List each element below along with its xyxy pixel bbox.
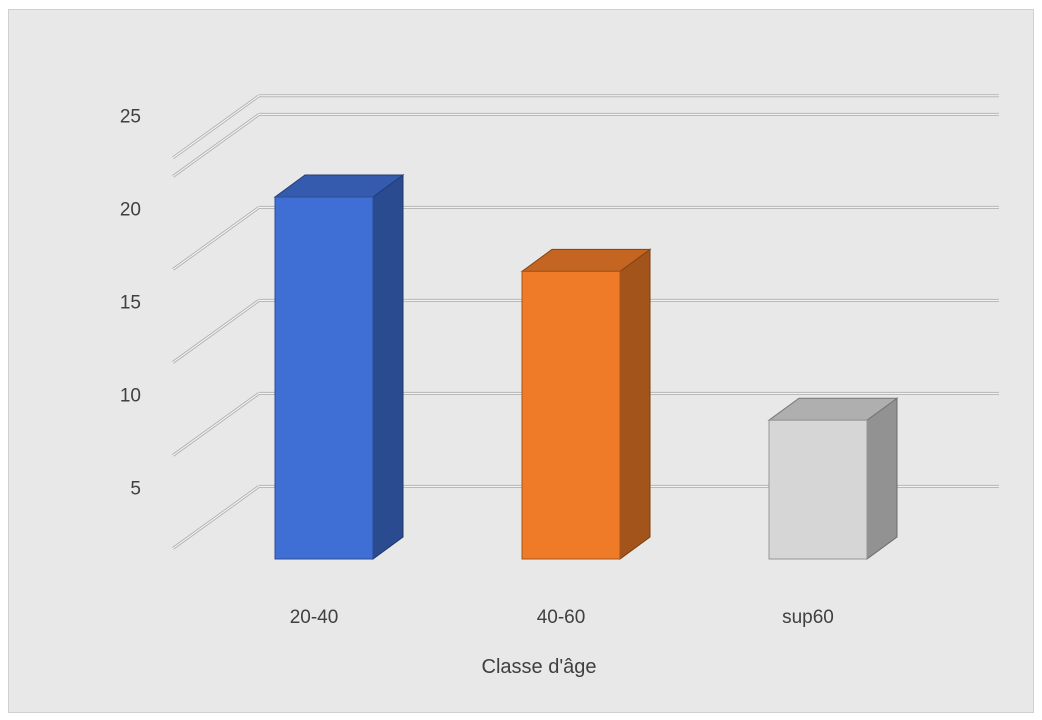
x-axis-ticks: 20-40 40-60 sup60 <box>290 607 834 628</box>
gridline <box>172 94 999 160</box>
y-tick-label: 25 <box>120 106 141 127</box>
x-tick-label: 20-40 <box>290 607 339 628</box>
chart-area: 5 10 15 20 25 20-40 40-60 sup60 Classe d'âge <box>8 9 1034 713</box>
bar-chart-3d: 5 10 15 20 25 20-40 40-60 sup60 Classe d'âge <box>120 94 999 678</box>
y-axis-ticks: 5 10 15 20 25 <box>120 106 141 499</box>
bars <box>273 174 899 560</box>
y-tick-label: 15 <box>120 292 141 313</box>
x-axis-title: Classe d'âge <box>482 656 597 678</box>
bar-20-40 <box>273 174 405 560</box>
gridline <box>172 112 999 178</box>
bar-40-60 <box>520 248 652 560</box>
x-tick-label: sup60 <box>782 607 834 628</box>
bar-sup60 <box>767 397 899 560</box>
y-tick-label: 5 <box>130 478 141 499</box>
y-tick-label: 20 <box>120 199 141 220</box>
y-tick-label: 10 <box>120 385 141 406</box>
x-tick-label: 40-60 <box>537 607 586 628</box>
